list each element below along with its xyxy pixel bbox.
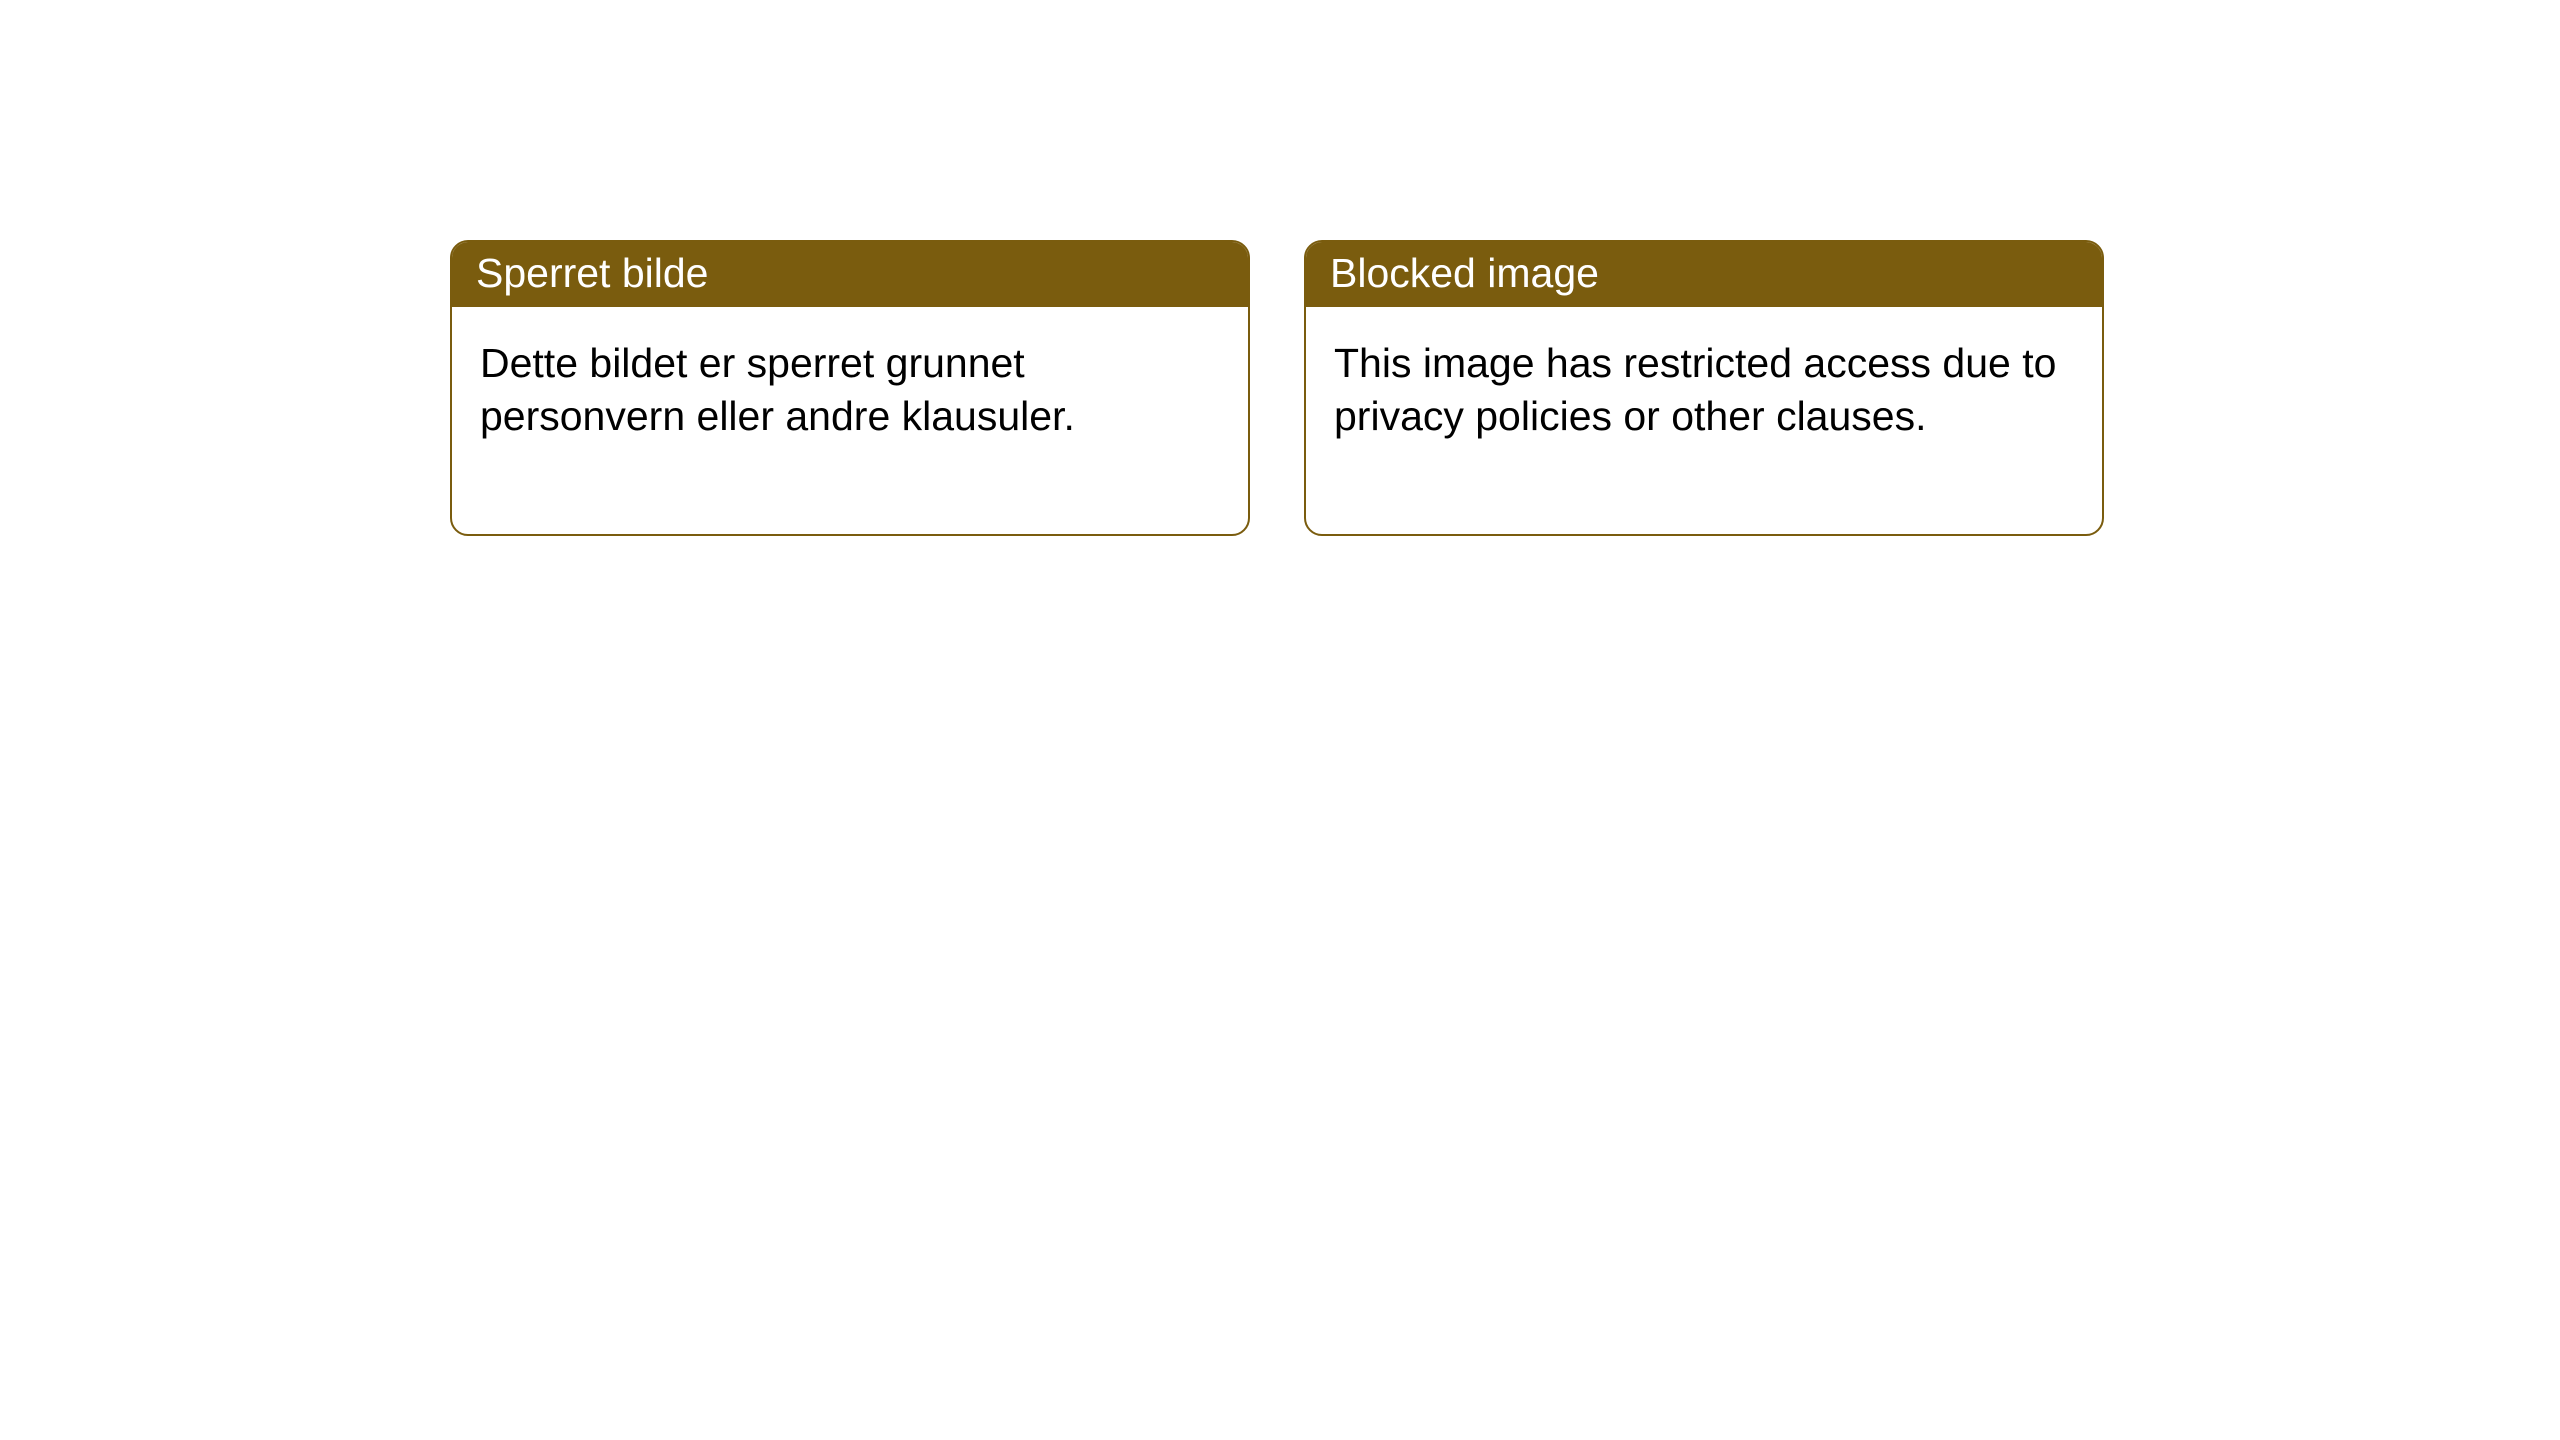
notice-card-english: Blocked image This image has restricted … <box>1304 240 2104 536</box>
card-title: Sperret bilde <box>476 250 708 296</box>
card-title: Blocked image <box>1330 250 1599 296</box>
card-header: Blocked image <box>1306 242 2102 307</box>
card-body-text: This image has restricted access due to … <box>1334 340 2056 439</box>
card-body: This image has restricted access due to … <box>1306 307 2102 534</box>
card-body-text: Dette bildet er sperret grunnet personve… <box>480 340 1075 439</box>
notice-container: Sperret bilde Dette bildet er sperret gr… <box>450 240 2104 536</box>
card-header: Sperret bilde <box>452 242 1248 307</box>
notice-card-norwegian: Sperret bilde Dette bildet er sperret gr… <box>450 240 1250 536</box>
card-body: Dette bildet er sperret grunnet personve… <box>452 307 1248 534</box>
